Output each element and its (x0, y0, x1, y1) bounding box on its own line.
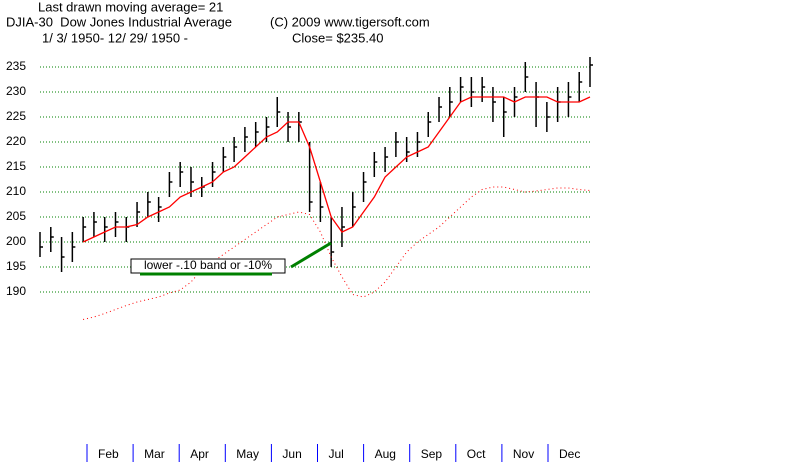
band-line (82, 186, 591, 320)
x-tick-label: Dec (559, 447, 580, 461)
y-tick-label: 200 (6, 234, 26, 248)
x-tick-label: Mar (144, 447, 165, 461)
subtitle: DJIA-30 Dow Jones Industrial Average (6, 14, 232, 29)
y-tick-label: 230 (6, 84, 26, 98)
x-tick-label: Oct (467, 447, 486, 461)
y-tick-label: 215 (6, 159, 26, 173)
last-close: Close= $235.40 (292, 30, 383, 45)
annotation: lower -.10 band or -10% (130, 241, 332, 276)
x-tick-label: Feb (98, 447, 119, 461)
y-tick-label: 220 (6, 134, 26, 148)
chart-title: Last drawn moving average= 21 (38, 0, 223, 14)
copyright: (C) 2009 www.tigersoft.com (270, 14, 430, 29)
x-tick-label: Jun (282, 447, 301, 461)
date-range: 1/ 3/ 1950- 12/ 29/ 1950 - (42, 30, 188, 45)
annotation-arrow (290, 241, 332, 269)
x-tick-label: Aug (375, 447, 396, 461)
y-tick-label: 235 (6, 59, 26, 73)
x-tick-label: Jul (329, 447, 344, 461)
x-tick-label: Nov (513, 447, 534, 461)
y-tick-label: 190 (6, 284, 26, 298)
y-tick-label: 205 (6, 209, 26, 223)
ma-line (82, 96, 591, 243)
y-tick-label: 195 (6, 259, 26, 273)
x-tick-label: Apr (190, 447, 209, 461)
x-tick-label: May (236, 447, 259, 461)
y-tick-label: 225 (6, 109, 26, 123)
y-tick-label: 210 (6, 184, 26, 198)
x-tick-label: Sep (421, 447, 443, 461)
annotation-text: lower -.10 band or -10% (144, 258, 272, 272)
